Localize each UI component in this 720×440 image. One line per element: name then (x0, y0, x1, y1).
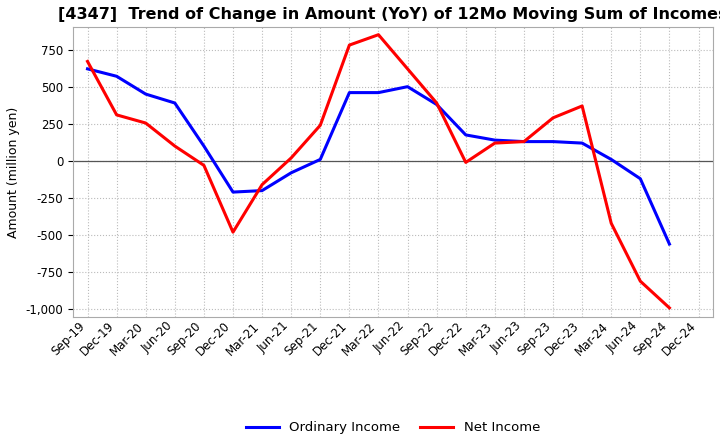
Ordinary Income (229, 190, 238, 195)
Ordinary Income (636, 176, 644, 181)
Net Income (374, 32, 383, 37)
Ordinary Income (549, 139, 557, 144)
Net Income (345, 42, 354, 48)
Net Income (665, 305, 674, 311)
Ordinary Income (490, 137, 499, 143)
Net Income (199, 163, 208, 168)
Ordinary Income (607, 157, 616, 162)
Ordinary Income (462, 132, 470, 138)
Net Income (432, 100, 441, 106)
Ordinary Income (432, 102, 441, 107)
Ordinary Income (199, 143, 208, 149)
Net Income (462, 160, 470, 165)
Line: Net Income: Net Income (88, 35, 670, 308)
Net Income (403, 66, 412, 71)
Ordinary Income (171, 100, 179, 106)
Ordinary Income (665, 242, 674, 247)
Net Income (607, 220, 616, 226)
Net Income (549, 115, 557, 121)
Ordinary Income (316, 157, 325, 162)
Net Income (316, 123, 325, 128)
Net Income (490, 140, 499, 146)
Ordinary Income (578, 140, 587, 146)
Ordinary Income (403, 84, 412, 89)
Net Income (229, 230, 238, 235)
Net Income (636, 279, 644, 284)
Net Income (578, 103, 587, 109)
Net Income (84, 59, 92, 64)
Net Income (112, 112, 121, 117)
Ordinary Income (287, 170, 295, 176)
Net Income (520, 139, 528, 144)
Ordinary Income (520, 139, 528, 144)
Ordinary Income (258, 188, 266, 193)
Ordinary Income (374, 90, 383, 95)
Ordinary Income (345, 90, 354, 95)
Title: [4347]  Trend of Change in Amount (YoY) of 12Mo Moving Sum of Incomes: [4347] Trend of Change in Amount (YoY) o… (58, 7, 720, 22)
Y-axis label: Amount (million yen): Amount (million yen) (7, 106, 20, 238)
Net Income (258, 182, 266, 187)
Net Income (141, 121, 150, 126)
Net Income (287, 155, 295, 161)
Ordinary Income (84, 66, 92, 71)
Net Income (171, 143, 179, 149)
Line: Ordinary Income: Ordinary Income (88, 69, 670, 244)
Ordinary Income (141, 92, 150, 97)
Ordinary Income (112, 73, 121, 79)
Legend: Ordinary Income, Net Income: Ordinary Income, Net Income (240, 416, 546, 440)
